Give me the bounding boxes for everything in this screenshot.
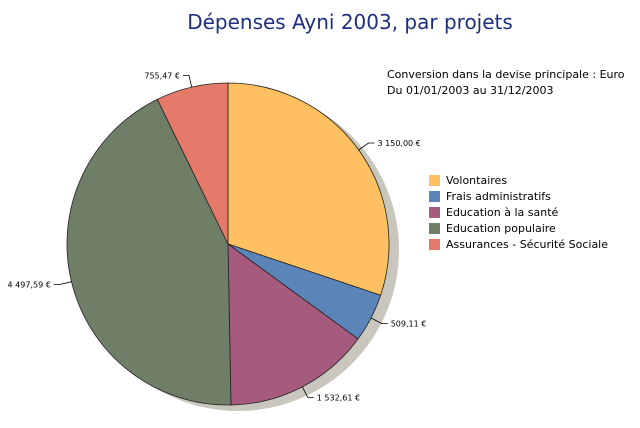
- legend: Volontaires Frais administratifs Educati…: [429, 172, 608, 252]
- legend-item-education-populaire: Education populaire: [429, 220, 608, 236]
- legend-item-volontaires: Volontaires: [429, 172, 608, 188]
- legend-item-assurances: Assurances - Sécurité Sociale: [429, 236, 608, 252]
- subtitle-line-currency: Conversion dans la devise principale : E…: [387, 68, 625, 81]
- data-label: 1 532,61 €: [317, 394, 360, 403]
- label-leader-line: [301, 386, 314, 398]
- legend-item-frais-administratifs: Frais administratifs: [429, 188, 608, 204]
- legend-item-education-sante: Education à la santé: [429, 204, 608, 220]
- legend-swatch: [429, 222, 440, 234]
- data-label: 3 150,00 €: [378, 139, 421, 148]
- legend-label: Education populaire: [446, 221, 556, 235]
- legend-swatch: [429, 174, 440, 186]
- data-label: 4 497,59 €: [8, 281, 51, 290]
- label-leader-line: [370, 317, 388, 324]
- legend-label: Frais administratifs: [446, 189, 551, 203]
- pie-slice-0: [227, 82, 390, 296]
- legend-swatch: [429, 206, 440, 218]
- legend-swatch: [429, 190, 440, 202]
- data-label: 755,47 €: [144, 71, 180, 80]
- legend-label: Assurances - Sécurité Sociale: [446, 237, 609, 251]
- data-label: 509,11 €: [391, 320, 427, 329]
- legend-label: Education à la santé: [446, 205, 559, 219]
- subtitle-line-period: Du 01/01/2003 au 31/12/2003: [387, 84, 554, 97]
- legend-swatch: [429, 238, 440, 250]
- legend-label: Volontaires: [446, 173, 508, 187]
- chart-subtitle: Conversion dans la devise principale : E…: [387, 67, 625, 99]
- chart-title: Dépenses Ayni 2003, par projets: [187, 10, 513, 34]
- label-leader-line: [358, 142, 375, 151]
- label-leader-line: [183, 75, 193, 88]
- pie-slice-2: [227, 243, 359, 406]
- pie-slice-4: [156, 82, 229, 245]
- label-leader-line: [53, 281, 72, 285]
